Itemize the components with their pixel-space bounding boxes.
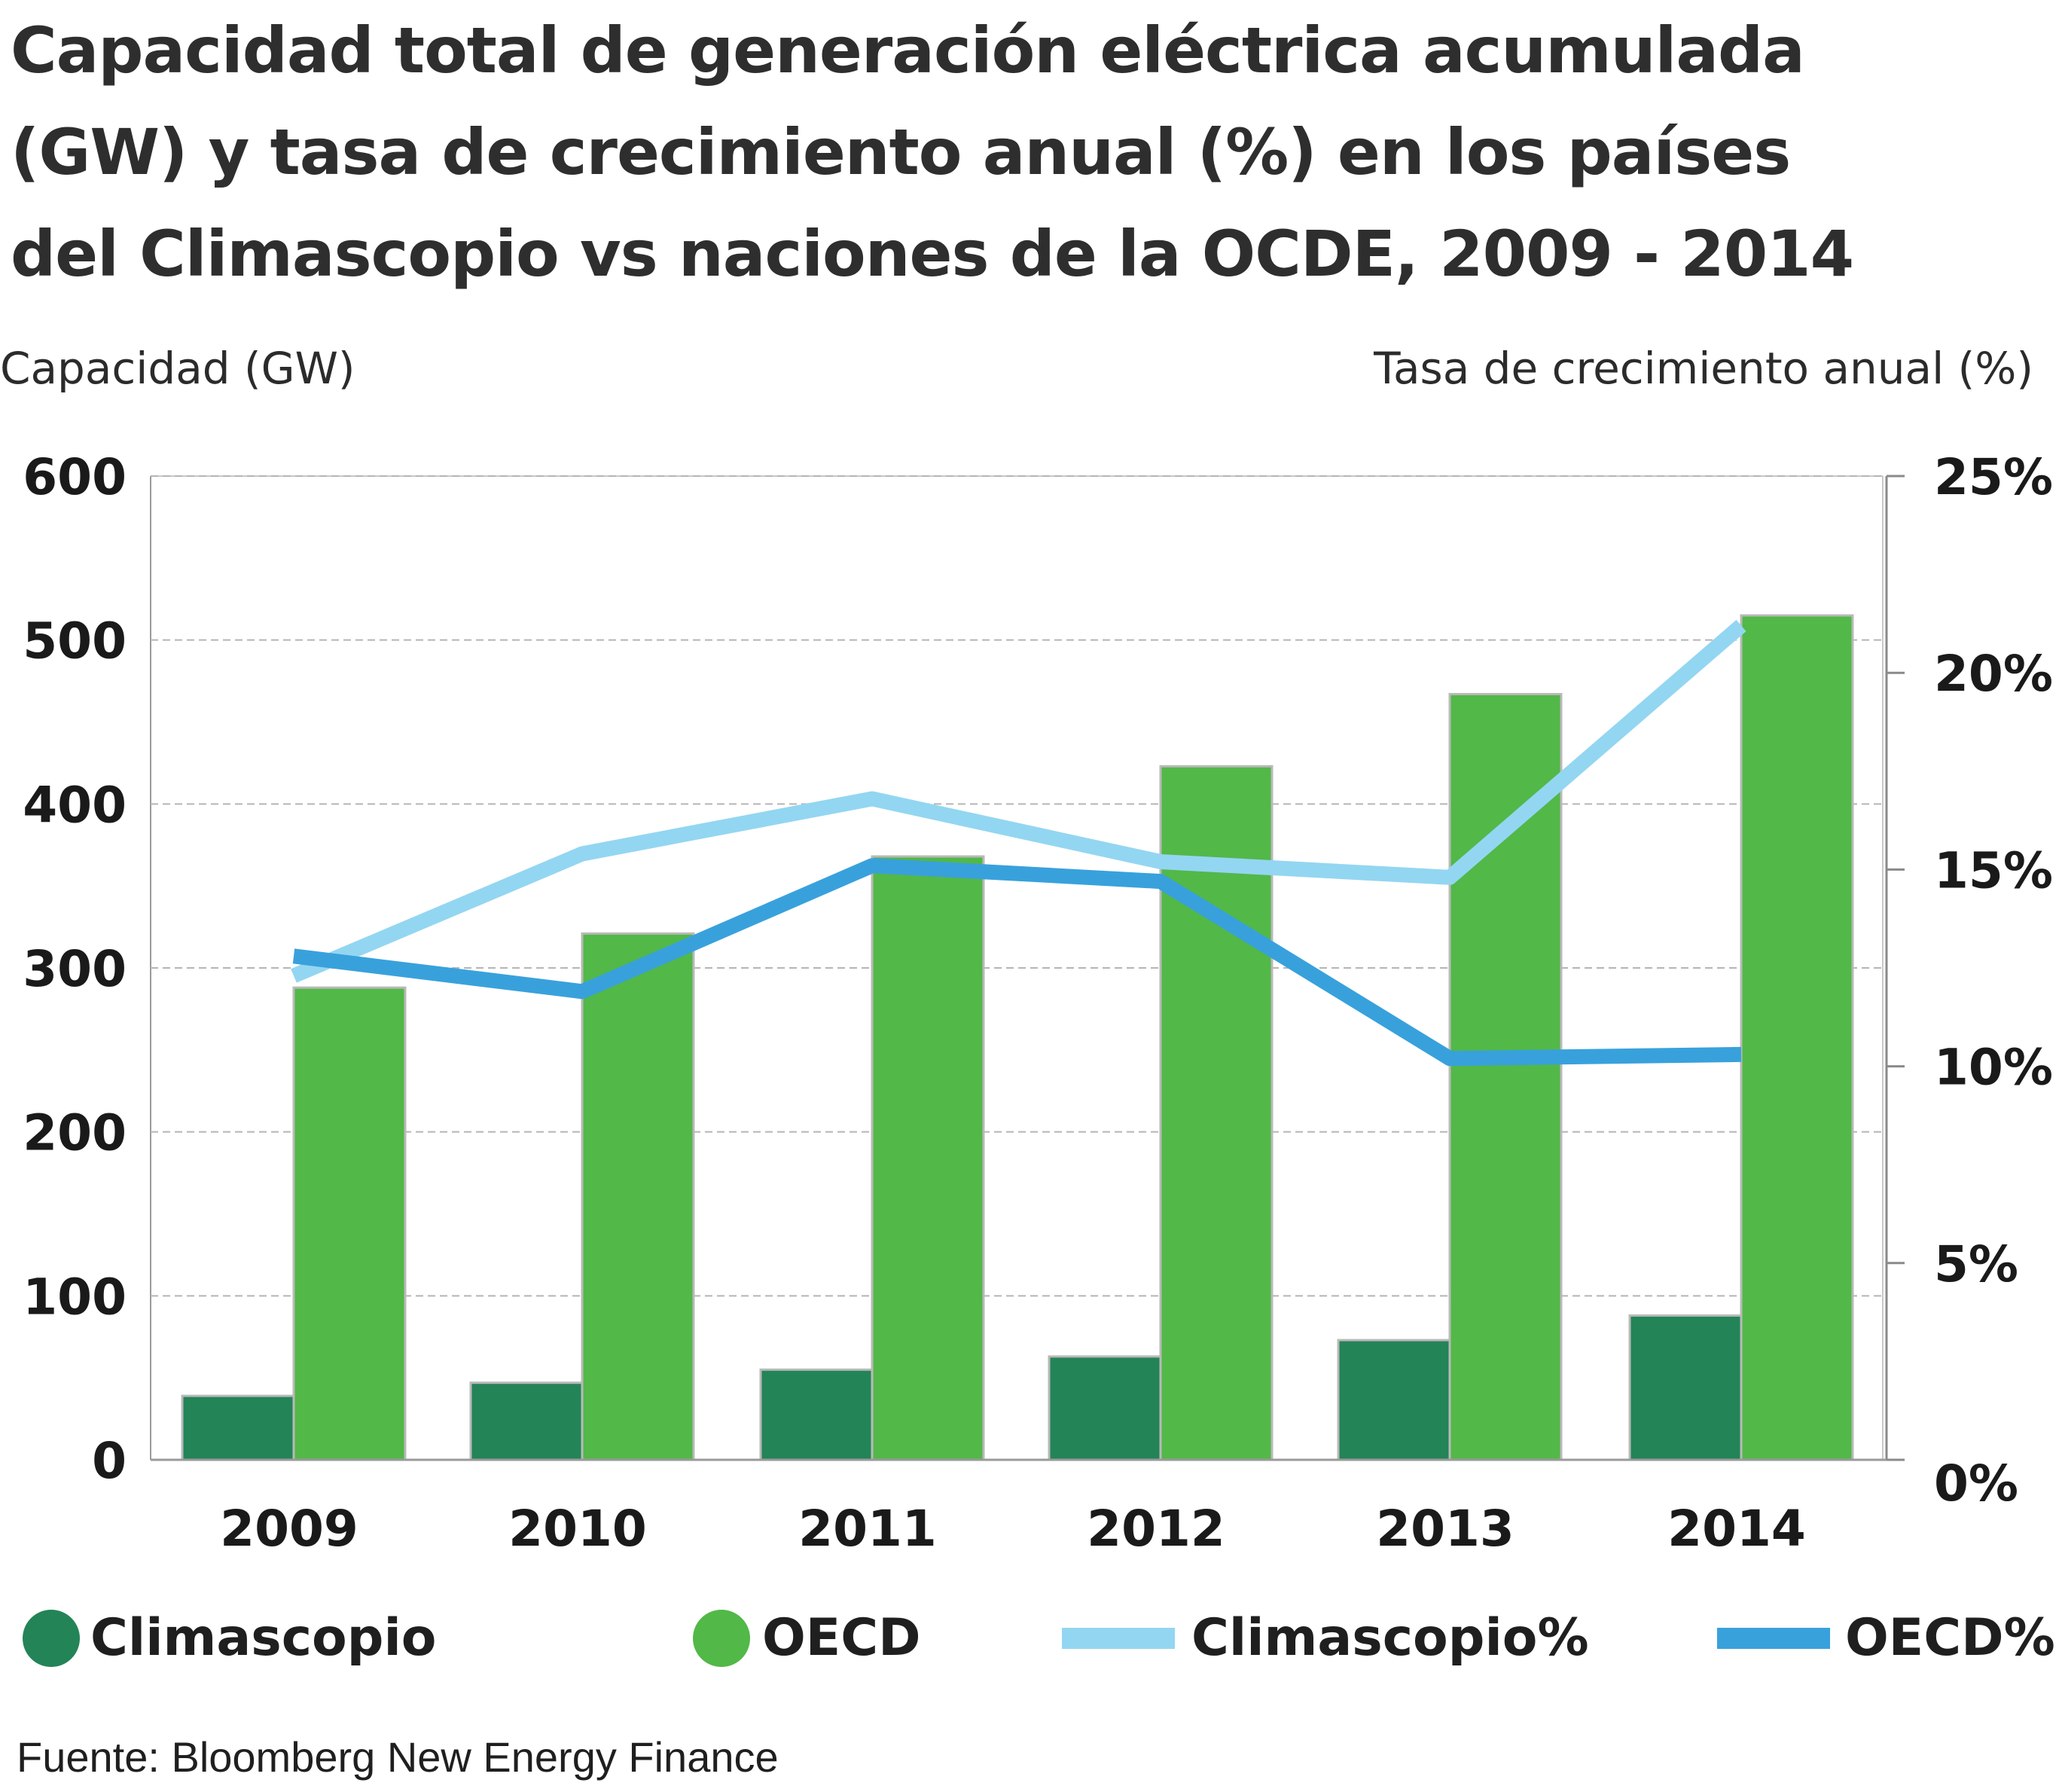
x-tick-label: 2011 — [798, 1500, 937, 1558]
left-tick-label: 300 — [23, 940, 127, 998]
legend-swatch-climascopio — [23, 1610, 80, 1667]
legend-label-climascopio: Climascopio — [90, 1608, 437, 1668]
x-tick-label: 2014 — [1667, 1500, 1806, 1558]
legend-swatch-oecd-pct — [1717, 1628, 1830, 1649]
title-line-2: (GW) y tasa de crecimiento anual (%) en … — [11, 115, 1791, 189]
line-climascopio-pct — [291, 619, 1746, 983]
right-tick-label: 0% — [1934, 1455, 2018, 1513]
left-tick-label: 500 — [23, 612, 127, 670]
right-tick-label: 10% — [1934, 1039, 2053, 1097]
bar-climascopio — [1628, 1314, 1743, 1461]
source-note: Fuente: Bloomberg New Energy Finance — [17, 1733, 779, 1781]
left-tick-label: 0 — [92, 1432, 127, 1490]
left-tick-label: 100 — [23, 1268, 127, 1326]
bar-oecd — [1448, 692, 1563, 1461]
legend-swatch-oecd — [693, 1610, 750, 1667]
left-tick-label: 200 — [23, 1104, 127, 1162]
left-axis-title: Capacidad (GW) — [0, 343, 355, 394]
x-tick-label: 2013 — [1376, 1500, 1515, 1558]
right-axis-title: Tasa de crecimiento anual (%) — [1374, 343, 2033, 394]
legend-label-oecd: OECD — [762, 1608, 921, 1668]
bar-oecd — [292, 986, 407, 1461]
bar-oecd — [1740, 614, 1854, 1461]
left-tick-label: 600 — [23, 448, 127, 506]
plot-area: 0 100 200 300 400 500 600 0% 5% 10% 15% 20% 25% 2009 2… — [23, 448, 2053, 1558]
bar-climascopio — [1337, 1339, 1451, 1461]
x-tick-label: 2009 — [220, 1500, 358, 1558]
right-tick-label: 5% — [1934, 1235, 2018, 1293]
bar-climascopio — [181, 1394, 295, 1461]
title-line-1: Capacidad total de generación eléctrica … — [11, 14, 1805, 87]
legend-swatch-climascopio-pct — [1062, 1628, 1175, 1649]
bar-climascopio — [1048, 1355, 1162, 1461]
right-tick-label: 20% — [1934, 645, 2053, 703]
legend-label-oecd-pct: OECD% — [1845, 1608, 2055, 1668]
right-tick-label: 15% — [1934, 841, 2053, 899]
chart-title: Capacidad total de generación eléctrica … — [11, 0, 2044, 305]
legend-label-climascopio-pct: Climascopio% — [1191, 1608, 1589, 1668]
title-line-3: del Climascopio vs naciones de la OCDE, … — [11, 217, 1854, 291]
bar-climascopio — [469, 1381, 584, 1461]
bar-oecd — [581, 932, 695, 1461]
bar-climascopio — [759, 1368, 874, 1461]
right-tick-label: 25% — [1934, 448, 2053, 506]
bar-oecd — [871, 855, 985, 1461]
x-tick-label: 2012 — [1087, 1500, 1225, 1558]
left-tick-label: 400 — [23, 776, 127, 834]
line-oecd-pct — [292, 858, 1742, 1067]
bar-oecd — [1159, 765, 1274, 1461]
x-tick-label: 2010 — [508, 1500, 647, 1558]
